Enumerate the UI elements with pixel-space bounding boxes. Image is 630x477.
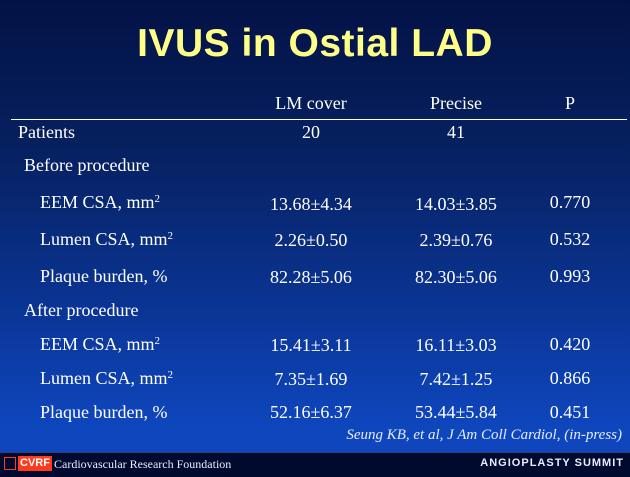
cvrf-logo-text: CVRF xyxy=(18,456,52,471)
cvrf-logo: CVRF xyxy=(4,456,52,472)
event-name: ANGIOPLASTY SUMMIT xyxy=(480,457,624,469)
section-before-procedure: Before procedure xyxy=(24,155,150,175)
patients-label: Patients xyxy=(18,122,75,142)
citation: Seung KB, et al, J Am Coll Cardiol, (in-… xyxy=(346,427,622,443)
footer-bar: CVRF Cardiovascular Research Foundation … xyxy=(0,452,630,477)
cvrf-heart-icon xyxy=(4,457,16,470)
slide-title: IVUS in Ostial LAD xyxy=(137,22,493,65)
foundation-name: Cardiovascular Research Foundation xyxy=(54,457,232,471)
row-label-eem-csa-after: EEM CSA, mm2 xyxy=(40,334,161,354)
row-label-lumen-csa-after: Lumen CSA, mm2 xyxy=(40,368,174,388)
section-after-procedure: After procedure xyxy=(24,300,139,320)
header-divider xyxy=(11,119,627,120)
row-label-plaque-burden-before: Plaque burden, % xyxy=(40,266,168,286)
row-label-plaque-burden-after: Plaque burden, % xyxy=(40,402,168,422)
row-label-lumen-csa-before: Lumen CSA, mm2 xyxy=(40,229,174,249)
row-label-eem-csa-before: EEM CSA, mm2 xyxy=(40,192,161,212)
